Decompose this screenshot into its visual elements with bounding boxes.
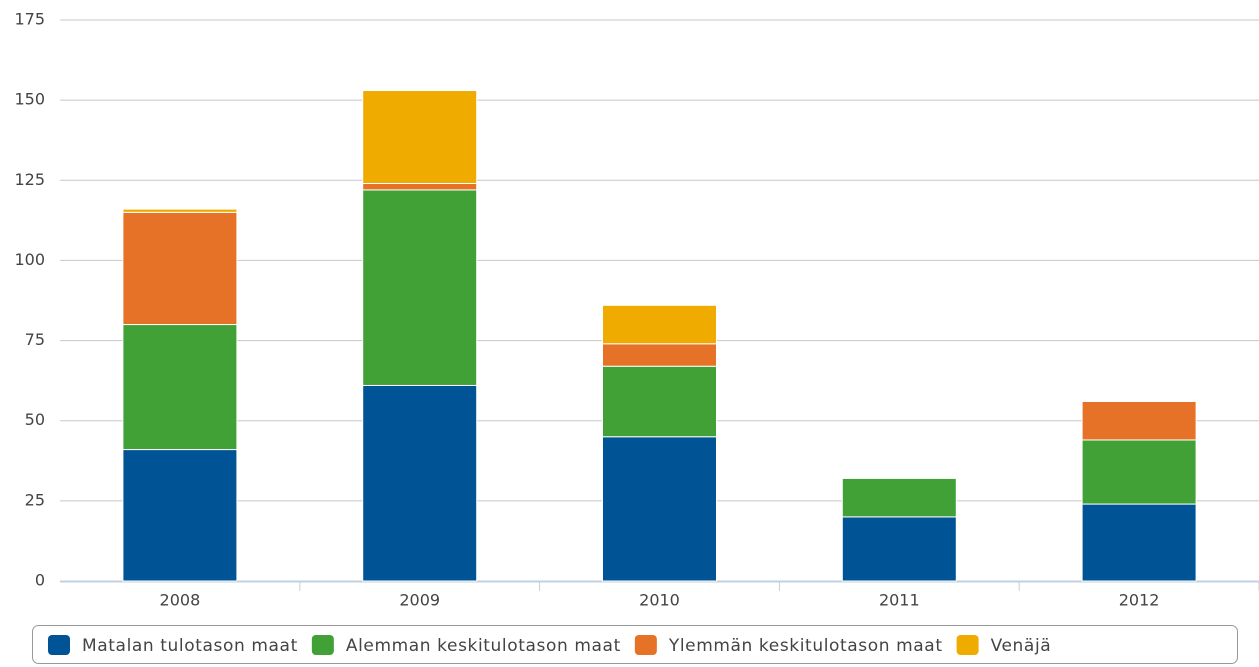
y-tick-label: 125 [14,170,45,189]
y-tick-label: 100 [14,250,45,269]
legend-label: Matalan tulotason maat [82,636,298,656]
bar-segment [362,182,478,191]
y-tick-label: 75 [25,330,45,349]
bar-segment [122,449,238,582]
bar-segment [362,90,478,184]
y-tick-label: 25 [25,490,45,509]
bar-segment [1081,439,1197,505]
x-tick-label: 2009 [399,591,440,610]
bar-segment [841,477,957,518]
bar-segment [602,365,717,438]
bar-segment [841,516,957,582]
y-tick-label: 50 [25,410,45,429]
y-tick-label: 175 [14,10,45,29]
legend-swatch [956,635,979,655]
legend-swatch [48,635,70,655]
legend-swatch [634,635,657,655]
bar-segment [1081,400,1197,441]
y-tick-label: 0 [35,571,45,590]
x-tick-label: 2010 [639,591,680,610]
bar-segment [602,436,717,582]
bar-segment [602,343,717,367]
bar-segment [122,211,238,326]
x-tick-label: 2012 [1119,591,1160,610]
bar-segment [362,384,478,582]
bar-segment [362,189,478,386]
legend-label: Alemman keskitulotason maat [346,636,621,656]
bar-segment [602,304,717,345]
legend-label: Ylemmän keskitulotason maat [668,636,943,656]
bar-segment [122,208,238,213]
legend-swatch [311,635,334,655]
bar-segment [1081,503,1197,582]
x-tick-label: 2011 [879,591,920,610]
legend-label: Venäjä [991,636,1052,656]
y-tick-label: 150 [14,90,45,109]
bar-segment [122,324,238,451]
x-tick-label: 2008 [160,591,201,610]
